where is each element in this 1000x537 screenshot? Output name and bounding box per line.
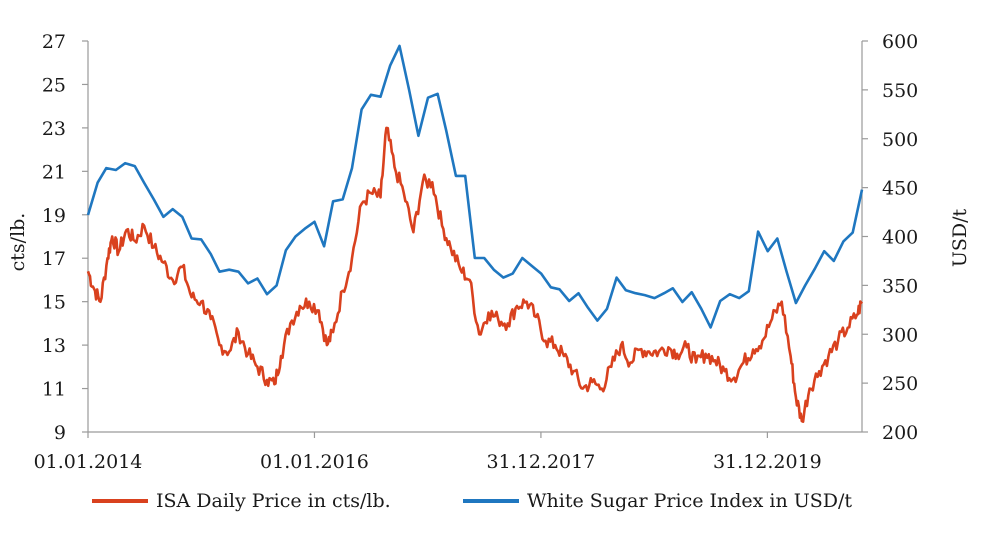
chart-legend: ISA Daily Price in cts/lb. White Sugar P… [0, 490, 1000, 530]
x-axis-ticks: 01.01.2014 01.01.2016 31.12.2017 31.12.2019 [34, 432, 822, 473]
series-line-isa-daily-price [86, 126, 864, 424]
right-tick-label: 500 [882, 129, 918, 151]
right-tick-label: 450 [882, 178, 918, 200]
left-tick-label: 15 [42, 292, 66, 314]
left-tick-label: 25 [42, 74, 66, 96]
right-tick-label: 400 [882, 227, 918, 249]
right-tick-label: 550 [882, 80, 918, 102]
chart-axes [87, 41, 863, 433]
left-tick-label: 23 [42, 118, 66, 140]
left-tick-label: 27 [42, 31, 66, 53]
right-tick-label: 300 [882, 324, 918, 346]
left-axis-label: cts/lb. [7, 213, 29, 272]
right-tick-label: 600 [882, 31, 918, 53]
left-tick-label: 11 [42, 379, 66, 401]
x-tick-label: 01.01.2014 [34, 451, 143, 473]
right-tick-label: 200 [882, 422, 918, 444]
x-tick-label: 31.12.2019 [713, 451, 822, 473]
x-tick-label: 31.12.2017 [487, 451, 596, 473]
left-tick-label: 9 [54, 422, 66, 444]
right-tick-label: 350 [882, 275, 918, 297]
series-layer [86, 44, 864, 424]
legend-item-white-sugar: White Sugar Price Index in USD/t [463, 490, 852, 512]
legend-swatch-isa [92, 499, 148, 503]
legend-item-isa: ISA Daily Price in cts/lb. [92, 490, 391, 512]
left-tick-label: 13 [42, 335, 66, 357]
left-axis-ticks: 27 25 23 21 19 17 15 13 11 9 [42, 31, 88, 444]
left-tick-label: 21 [42, 161, 66, 183]
left-tick-label: 19 [42, 205, 66, 227]
line-chart: 27 25 23 21 19 17 15 13 11 9 600 550 500 450 400 350 30… [7, 31, 971, 473]
left-tick-label: 17 [42, 248, 66, 270]
right-axis-label: USD/t [949, 208, 971, 267]
legend-swatch-white-sugar [463, 499, 519, 503]
right-tick-label: 250 [882, 373, 918, 395]
x-tick-label: 01.01.2016 [260, 451, 369, 473]
series-line-white-sugar-index [86, 44, 864, 329]
legend-label-white-sugar: White Sugar Price Index in USD/t [527, 490, 853, 512]
legend-label-isa: ISA Daily Price in cts/lb. [156, 490, 391, 512]
right-axis-ticks: 600 550 500 450 400 350 300 250 200 [862, 31, 918, 444]
